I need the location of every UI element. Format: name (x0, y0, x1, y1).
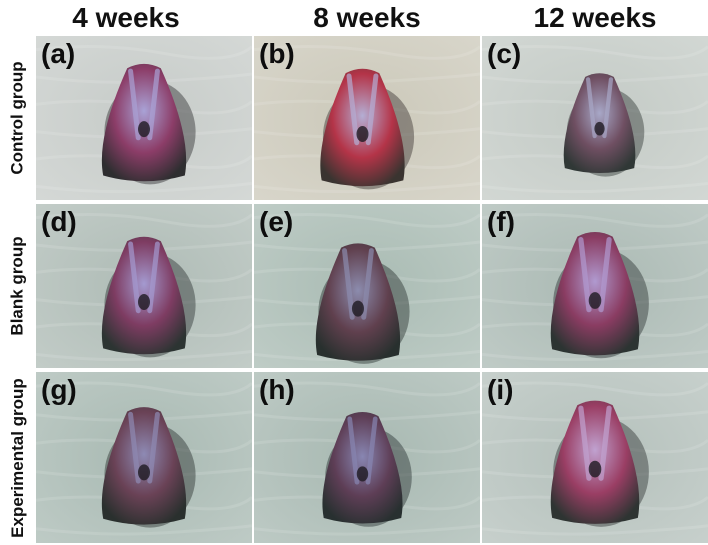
cloth-wrinkle (482, 181, 708, 194)
panel-label: (h) (259, 374, 295, 405)
specimen-photo (254, 36, 480, 200)
specimen-photo (482, 204, 708, 368)
specimen-photo (36, 204, 252, 368)
defect-hole (351, 300, 364, 317)
panel-label: (c) (487, 38, 522, 69)
column-header-12-weeks: 12 weeks (533, 2, 657, 33)
photo-panel: (b) (254, 36, 480, 200)
row-header-experimental-group: Experimental group (8, 377, 28, 538)
photo-panel: (c) (482, 36, 708, 200)
cloth-wrinkle (254, 267, 480, 283)
cloth-wrinkle (482, 44, 708, 60)
photo-panel: (h) (254, 372, 480, 543)
column-header-8-weeks: 8 weeks (313, 2, 421, 33)
cloth-wrinkle (254, 240, 480, 252)
specimen-photo (36, 372, 252, 543)
cloth-wrinkle (36, 410, 252, 422)
defect-hole (138, 464, 150, 481)
cloth-wrinkle (254, 181, 480, 194)
cloth-wrinkle (36, 181, 252, 194)
specimen-ridge (578, 405, 612, 481)
cloth-wrinkle (482, 212, 708, 228)
defect-hole (356, 466, 369, 482)
defect-hole (138, 121, 150, 138)
row-header-blank-group: Blank group (8, 236, 28, 336)
cloth-wrinkle (482, 524, 708, 536)
column-header-4-weeks: 4 weeks (72, 2, 180, 33)
cloth-wrinkle (254, 381, 480, 397)
specimen-ridge (128, 411, 160, 484)
cloth-wrinkle (482, 72, 708, 84)
panel-label: (e) (259, 206, 294, 237)
defect-hole (588, 460, 602, 478)
cloth-wrinkle (254, 212, 480, 228)
cloth-wrinkle (254, 349, 480, 362)
specimen-ridge (128, 68, 160, 141)
specimen-ridge (578, 237, 612, 313)
panel-label: (f) (487, 206, 515, 237)
row-header-control-group: Control group (8, 61, 27, 175)
photo-panel: (e) (254, 204, 480, 368)
defect-hole (594, 121, 605, 136)
panel-label: (a) (41, 38, 76, 69)
specimen-ridge (342, 248, 374, 320)
specimen-photo (254, 204, 480, 368)
panel-label: (d) (41, 206, 77, 237)
defect-hole (138, 294, 150, 311)
cloth-wrinkle (254, 72, 480, 84)
photo-panel: (f) (482, 204, 708, 368)
specimen-photo (254, 372, 480, 543)
cloth-wrinkle (254, 524, 480, 536)
cloth-wrinkle (254, 44, 480, 60)
cloth-wrinkle (36, 212, 252, 228)
specimen-ridge (346, 73, 379, 146)
cloth-wrinkle (36, 240, 252, 252)
cloth-wrinkle (36, 524, 252, 536)
specimen-photo (482, 36, 708, 200)
specimen-photo (36, 36, 252, 200)
cloth-wrinkle (36, 44, 252, 60)
panel-label: (g) (41, 374, 77, 405)
cloth-wrinkle (482, 381, 708, 397)
panel-label: (b) (259, 38, 295, 69)
photo-panel: (a) (36, 36, 252, 200)
defect-hole (356, 126, 369, 143)
cloth-wrinkle (254, 410, 480, 422)
photo-panel: (d) (36, 204, 252, 368)
defect-hole (588, 292, 602, 309)
specimen-photo (482, 372, 708, 543)
panel-label: (i) (487, 374, 514, 405)
specimen-ridge (128, 241, 160, 314)
specimen-ridge (585, 77, 614, 139)
cloth-wrinkle (36, 349, 252, 362)
cloth-wrinkle (36, 381, 252, 397)
photo-panel: (i) (482, 372, 708, 543)
photo-panel: (g) (36, 372, 252, 543)
specimen-ridge (347, 416, 378, 485)
cloth-wrinkle (482, 349, 708, 362)
